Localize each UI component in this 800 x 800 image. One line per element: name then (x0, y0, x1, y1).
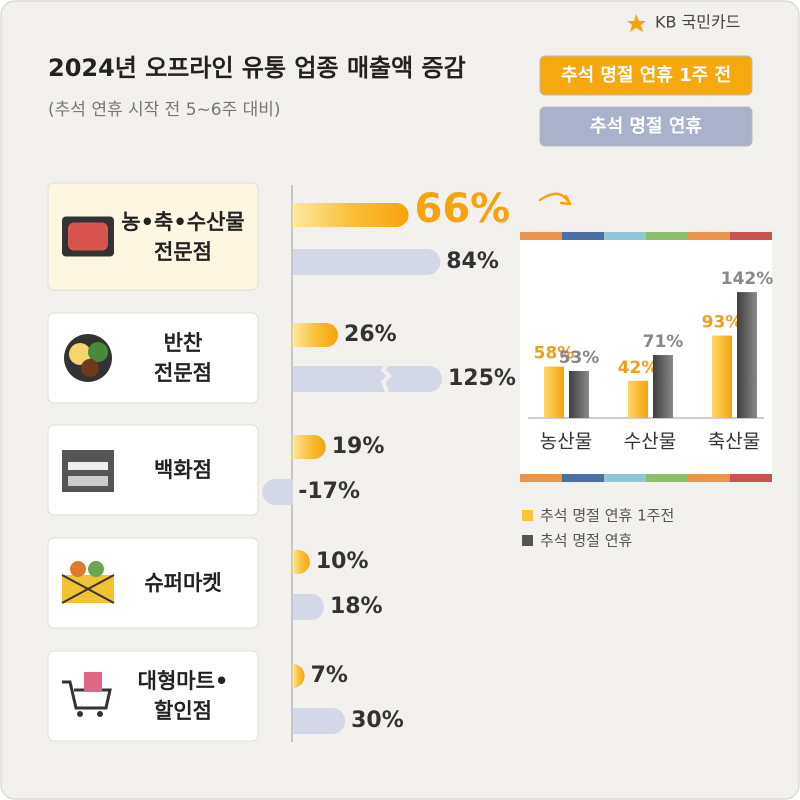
bar (712, 335, 732, 418)
value-label: -17% (298, 479, 360, 504)
legend-box (539, 55, 753, 96)
value-label: 10% (316, 549, 369, 574)
value-label: 18% (330, 594, 383, 619)
bar (292, 664, 305, 688)
icon-part (61, 574, 115, 604)
bar (292, 366, 442, 392)
icon-part (62, 680, 112, 710)
value-label: 93% (702, 313, 743, 333)
category-card (47, 312, 259, 404)
brand: KB 국민카드 (655, 13, 740, 32)
bar (292, 203, 409, 227)
category-label: 대형마트• 할인점 (137, 669, 229, 723)
category-label: 농•축•수산물 전문점 (121, 209, 245, 264)
legend-swatch (522, 535, 533, 546)
legend-label: 추석 명절 연휴 (590, 116, 702, 137)
category-card (47, 182, 259, 291)
stripe (520, 232, 562, 240)
chart-title: 2024년 오프라인 유통 업종 매출액 증감 (48, 54, 466, 82)
arrow (538, 192, 572, 206)
category-card (47, 537, 259, 629)
bar (292, 435, 326, 459)
legend-label: 추석 명절 연휴 (540, 532, 633, 550)
bar (292, 550, 310, 574)
category-icon (62, 672, 112, 717)
bar (262, 479, 293, 505)
category-card (47, 424, 259, 516)
bar (569, 371, 589, 418)
stripe (562, 232, 604, 240)
category-label: 슈퍼마켓 (144, 571, 222, 595)
category-icon (61, 561, 115, 604)
legend-box (539, 106, 753, 147)
x-tick-label: 축산물 (708, 431, 760, 453)
stripe (646, 474, 688, 482)
stripe (688, 232, 730, 240)
icon-part (77, 711, 83, 717)
icon-part (88, 342, 108, 362)
legend-swatch (522, 510, 533, 521)
x-tick-label: 수산물 (624, 431, 676, 453)
icon-part (69, 343, 91, 365)
bar (628, 380, 648, 418)
value-label: 42% (618, 358, 659, 378)
icon-part (84, 672, 102, 692)
icon-part (88, 561, 104, 577)
category-icon (62, 216, 114, 257)
value-label: 30% (351, 708, 404, 733)
stripe (520, 474, 562, 482)
category-label: 반찬 전문점 (154, 331, 212, 385)
icon-part (68, 462, 108, 470)
icon-part (97, 711, 103, 717)
icon-part (68, 476, 108, 486)
bar (292, 249, 441, 275)
stripe (730, 474, 772, 482)
bar (737, 292, 757, 418)
category-icon (64, 334, 112, 382)
value-label: 84% (446, 249, 499, 274)
icon-part (68, 222, 108, 251)
stripe (646, 232, 688, 240)
stripe (604, 232, 646, 240)
bar (544, 366, 564, 418)
value-label: 53% (559, 348, 600, 368)
value-label: 26% (344, 322, 397, 347)
value-label: 66% (415, 186, 511, 232)
bar (292, 323, 339, 347)
brand-logo (627, 14, 646, 32)
x-tick-label: 농산물 (540, 431, 592, 453)
bar (292, 594, 324, 620)
legend-label: 추석 명절 연휴 1주전 (540, 507, 674, 525)
category-icon (62, 450, 114, 492)
value-label: 71% (643, 332, 684, 352)
stripe (562, 474, 604, 482)
category-label: 백화점 (154, 458, 212, 482)
bar (292, 708, 346, 734)
axis-break (380, 362, 392, 393)
value-label: 142% (721, 269, 774, 289)
legend-label: 추석 명절 연휴 1주 전 (561, 65, 731, 86)
icon-part (81, 359, 99, 377)
stripe (604, 474, 646, 482)
stripe (688, 474, 730, 482)
value-label: 7% (311, 663, 348, 688)
chart-subtitle: (추석 연휴 시작 전 5~6주 대비) (48, 100, 281, 120)
icon-part (70, 561, 86, 577)
value-label: 58% (534, 344, 575, 364)
stripe (730, 232, 772, 240)
bar (653, 355, 673, 418)
value-label: 19% (332, 434, 385, 459)
value-label: 125% (448, 366, 516, 391)
